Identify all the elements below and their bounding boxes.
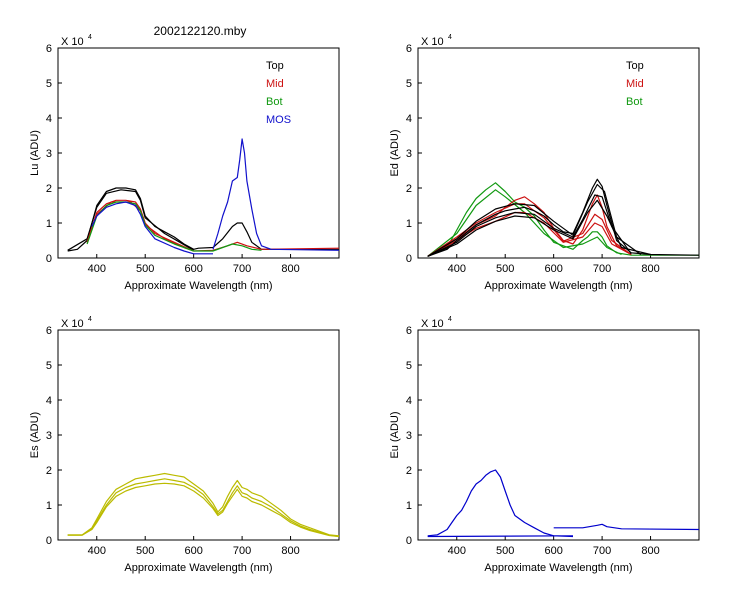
es-exponent-power: 4 (88, 316, 92, 323)
lu-exponent-label: X 10 (61, 36, 84, 48)
ed-series-top-line-5 (427, 178, 700, 257)
eu-series-eu-line-0 (427, 469, 574, 538)
eu-xtick-label: 400 (448, 545, 466, 557)
ed-ytick-label: 2 (406, 183, 412, 195)
es-ytick-label: 2 (46, 465, 52, 477)
lu-ytick-label: 6 (46, 43, 52, 55)
lu-series-mid-line-2 (86, 199, 340, 252)
eu-series-eu-line-2 (553, 523, 700, 531)
ed-legend-top: Top (626, 60, 644, 72)
es-xtick-label: 500 (136, 545, 154, 557)
lu-plot-frame (57, 47, 340, 259)
ed-plot-frame (417, 47, 700, 259)
lu-ytick-label: 3 (46, 148, 52, 160)
eu-ylabel: Eu (ADU) (389, 411, 401, 458)
lu-legend-mos: MOS (266, 114, 291, 126)
eu-xtick-label: 600 (544, 545, 562, 557)
eu-ytick-label: 0 (406, 535, 412, 547)
ed-series-mid-line-4 (427, 203, 632, 257)
lu-xtick-label: 600 (184, 263, 202, 275)
lu-xlabel: Approximate Wavelength (nm) (124, 280, 272, 292)
eu-ytick-label: 2 (406, 465, 412, 477)
lu-xtick-label: 800 (281, 263, 299, 275)
ed-xtick-label: 600 (544, 263, 562, 275)
lu-legend-top: Top (266, 60, 284, 72)
es-series-es-line-2 (67, 482, 340, 538)
ed-series-mid-line-3 (427, 211, 632, 257)
lu-series-mos-line-6 (212, 138, 340, 251)
eu-xtick-label: 700 (593, 545, 611, 557)
eu-ytick-label: 1 (406, 500, 412, 512)
es-exponent-label: X 10 (61, 318, 84, 330)
eu-ytick-label: 5 (406, 360, 412, 372)
lu-ytick-label: 4 (46, 113, 52, 125)
es-series-es-line-0 (67, 472, 340, 537)
ed-xtick-label: 400 (448, 263, 466, 275)
es-ytick-label: 1 (46, 500, 52, 512)
lu-ytick-label: 5 (46, 78, 52, 90)
lu-series-top-line-0 (67, 187, 339, 252)
eu-ytick-label: 6 (406, 325, 412, 337)
lu-series-bot-line-4 (86, 201, 262, 252)
eu-ytick-label: 4 (406, 395, 412, 407)
ed-xtick-label: 700 (593, 263, 611, 275)
es-series-es-line-1 (67, 478, 340, 538)
ed-series-top-line-8 (427, 199, 651, 257)
lu-xtick-label: 500 (136, 263, 154, 275)
ed-ytick-label: 0 (406, 253, 412, 265)
ed-xlabel: Approximate Wavelength (nm) (484, 280, 632, 292)
lu-exponent-power: 4 (88, 34, 92, 41)
es-xtick-label: 700 (233, 545, 251, 557)
ed-ytick-label: 5 (406, 78, 412, 90)
lu-xtick-label: 700 (233, 263, 251, 275)
ed-ytick-label: 6 (406, 43, 412, 55)
es-xtick-label: 400 (88, 545, 106, 557)
eu-xlabel: Approximate Wavelength (nm) (484, 562, 632, 574)
es-plot-frame (57, 329, 340, 541)
es-ylabel: Es (ADU) (29, 412, 41, 458)
ed-series-top-line-6 (427, 194, 632, 257)
lu-series-top-line-1 (67, 189, 194, 251)
ed-xtick-label: 500 (496, 263, 514, 275)
eu-xtick-label: 500 (496, 545, 514, 557)
lu-xtick-label: 400 (88, 263, 106, 275)
ed-ytick-label: 4 (406, 113, 412, 125)
eu-xtick-label: 800 (641, 545, 659, 557)
ed-exponent-power: 4 (448, 34, 452, 41)
ed-ytick-label: 1 (406, 218, 412, 230)
ed-ylabel: Ed (ADU) (389, 129, 401, 176)
ed-legend-mid: Mid (626, 78, 644, 90)
lu-ytick-label: 0 (46, 253, 52, 265)
lu-legend-bot: Bot (266, 96, 283, 108)
es-ytick-label: 5 (46, 360, 52, 372)
lu-legend-mid: Mid (266, 78, 284, 90)
eu-ytick-label: 3 (406, 430, 412, 442)
es-xlabel: Approximate Wavelength (nm) (124, 562, 272, 574)
eu-plot-frame (417, 329, 700, 541)
lu-ylabel: Lu (ADU) (29, 130, 41, 176)
es-ytick-label: 0 (46, 535, 52, 547)
figure-title: 2002122120.mby (154, 24, 247, 38)
lu-ytick-label: 2 (46, 183, 52, 195)
eu-series-eu-line-1 (427, 535, 574, 538)
eu-exponent-power: 4 (448, 316, 452, 323)
lu-series-mos-line-5 (91, 201, 213, 255)
ed-series-top-line-7 (427, 183, 642, 257)
ed-series-bot-line-1 (427, 189, 622, 257)
ed-legend-bot: Bot (626, 96, 643, 108)
ed-exponent-label: X 10 (421, 36, 444, 48)
es-xtick-label: 600 (184, 545, 202, 557)
lu-ytick-label: 1 (46, 218, 52, 230)
eu-exponent-label: X 10 (421, 318, 444, 330)
es-ytick-label: 6 (46, 325, 52, 337)
ed-xtick-label: 800 (641, 263, 659, 275)
ed-series-bot-line-0 (427, 182, 699, 257)
es-xtick-label: 800 (281, 545, 299, 557)
ed-ytick-label: 3 (406, 148, 412, 160)
es-ytick-label: 4 (46, 395, 52, 407)
es-ytick-label: 3 (46, 430, 52, 442)
